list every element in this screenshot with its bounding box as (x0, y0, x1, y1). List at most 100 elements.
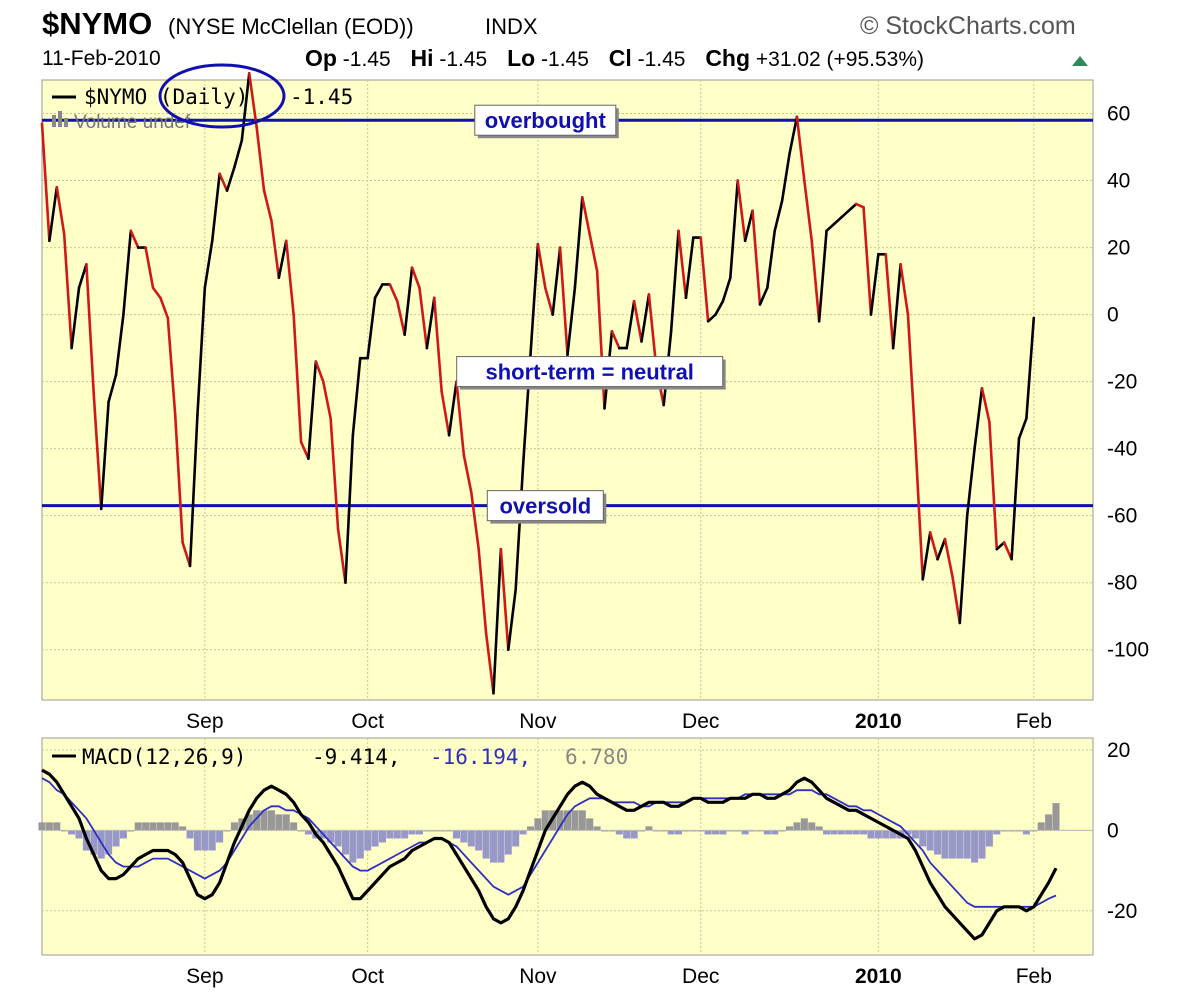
ohlc-row: Op -1.45 Hi -1.45 Lo -1.45 Cl -1.45 Chg … (305, 45, 924, 72)
nymo-line-segment (432, 296, 443, 393)
nymo-line-segment (640, 293, 651, 343)
macd-histogram-bar (401, 830, 409, 839)
macd-histogram-bar (460, 830, 468, 843)
nymo-line-segment (344, 433, 355, 585)
nymo-line-segment (965, 447, 976, 517)
macd-histogram-bar (800, 818, 808, 831)
nymo-line-segment (159, 296, 170, 320)
nymo-line-segment (218, 172, 229, 192)
macd-histogram-bar (904, 830, 912, 835)
macd-line (41, 768, 1058, 941)
nymo-line-segment (62, 232, 73, 350)
price-ytick-label: 20 (1107, 237, 1130, 260)
macd-histogram-bar (260, 810, 268, 831)
nymo-line-segment (936, 537, 947, 561)
nymo-line-segment (647, 293, 658, 370)
low-value: -1.45 (541, 48, 589, 71)
nymo-line-segment (817, 229, 828, 323)
macd-histogram-bar (282, 814, 290, 831)
macd-histogram-bar (615, 830, 623, 835)
nymo-line-segment (677, 229, 688, 300)
macd-histogram-bar (593, 826, 601, 831)
price-ytick-label: -80 (1107, 572, 1137, 595)
nymo-line-segment (144, 246, 155, 290)
macd-histogram-bar (341, 830, 349, 855)
nymo-line-segment (418, 286, 429, 350)
nymo-line-segment (632, 299, 643, 343)
nymo-line-segment (928, 531, 939, 561)
price-xtick-label: Nov (519, 710, 557, 733)
nymo-line-segment (506, 588, 517, 652)
nymo-line-segment (247, 71, 258, 129)
macd-histogram-bar (201, 830, 209, 851)
nymo-line-segment (336, 527, 347, 585)
nymo-line-segment (492, 547, 503, 695)
macd-histogram-bar (956, 830, 964, 859)
high-label: Hi (410, 45, 434, 71)
macd-histogram-bar (356, 830, 364, 859)
change-label: Chg (705, 45, 751, 71)
macd-histogram-bar (75, 830, 83, 839)
macd-ytick-label: -20 (1107, 900, 1137, 923)
macd-histogram-bar (415, 830, 423, 835)
nymo-line-segment (891, 263, 902, 350)
macd-histogram-bar (304, 830, 312, 835)
macd-histogram-bar (230, 822, 238, 831)
macd-histogram-bar (53, 822, 61, 831)
macd-histogram-bar (142, 822, 150, 831)
nymo-line-segment (329, 417, 340, 531)
nymo-line-segment (210, 172, 221, 243)
nymo-line-segment (610, 330, 621, 350)
nymo-line-segment (55, 185, 66, 236)
chart-description: (NYSE McClellan (EOD)) (168, 14, 414, 39)
macd-histogram-bar (38, 822, 46, 831)
nymo-line-segment (70, 286, 81, 350)
annotation-box (486, 490, 604, 522)
price-ytick-label: 60 (1107, 103, 1130, 126)
macd-histogram-bar (112, 830, 120, 847)
macd-histogram-bar (563, 810, 572, 831)
price-legend-name: $NYMO (Daily) (84, 85, 248, 109)
nymo-line-segment (581, 195, 592, 236)
annotation-label: oversold (499, 494, 591, 519)
macd-histogram-bar (741, 830, 749, 835)
macd-histogram-bar (327, 830, 335, 843)
macd-histogram-bar (1052, 803, 1060, 831)
macd-histogram-bar (512, 830, 520, 847)
macd-histogram-bar (704, 830, 712, 835)
nymo-line-segment (270, 219, 281, 280)
macd-histogram-bar (526, 826, 535, 831)
macd-histogram-bar (245, 814, 253, 831)
macd-histogram-bar (993, 830, 1001, 835)
macd-histogram-bar (808, 822, 816, 831)
nymo-line-segment (780, 152, 791, 202)
nymo-line-segment (240, 71, 251, 142)
macd-histogram-bar (119, 830, 127, 839)
macd-histogram-bar (482, 830, 490, 859)
nymo-line-segment (529, 242, 540, 357)
nymo-line-segment (77, 263, 88, 290)
nymo-line-segment (410, 266, 421, 290)
macd-histogram-bar (830, 830, 838, 835)
nymo-line-segment (729, 179, 740, 280)
nymo-line-segment (122, 229, 133, 316)
macd-histogram-bar (267, 810, 275, 831)
macd-histogram-bar (934, 830, 942, 855)
nymo-line-segment (854, 202, 865, 209)
macd-histogram-bar (452, 830, 460, 839)
nymo-line-segment (558, 246, 569, 357)
macd-histogram-bar (719, 830, 727, 835)
macd-histogram-bar (1045, 814, 1053, 831)
macd-histogram-bar (675, 830, 683, 835)
nymo-line-segment (203, 239, 214, 290)
nymo-line-segment (373, 283, 384, 300)
macd-histogram-bar (208, 830, 216, 851)
nymo-line-segment (1025, 316, 1036, 420)
nymo-line-segment (225, 165, 236, 192)
macd-histogram-bar (489, 830, 498, 863)
macd-histogram-bar (134, 822, 142, 831)
nymo-line-segment (1017, 417, 1028, 440)
macd-histogram-bar (386, 830, 394, 839)
macd-histogram-bar (963, 830, 971, 859)
macd-histogram-bar (771, 830, 779, 835)
